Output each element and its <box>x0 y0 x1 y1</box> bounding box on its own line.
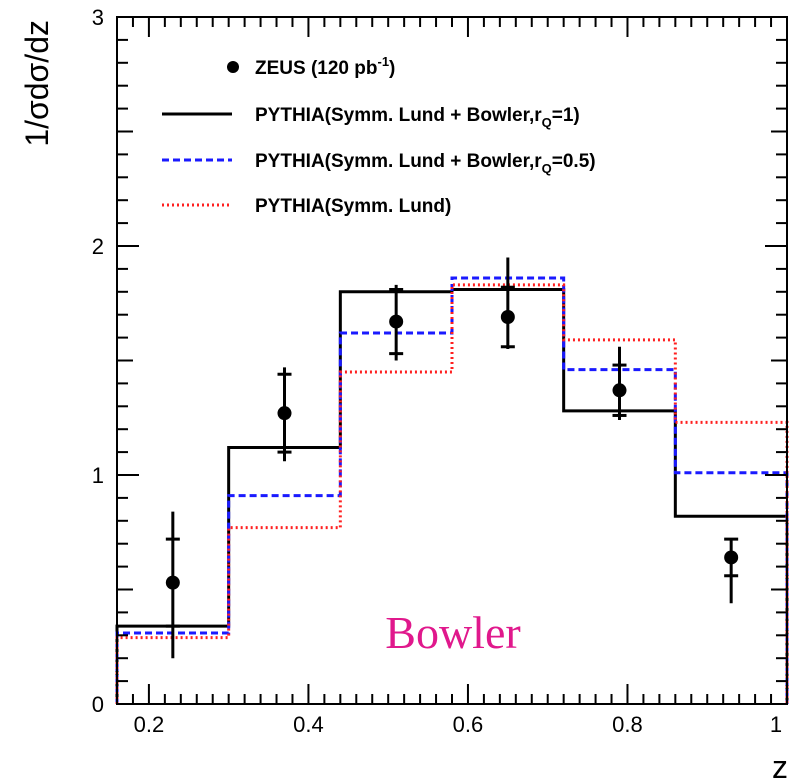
legend: ZEUS (120 pb-1) PYTHIA(Symm. Lund + Bowle… <box>162 54 596 217</box>
x-tick-label: 0.4 <box>293 712 324 737</box>
legend-label: PYTHIA(Symm. Lund + Bowler,rQ=1) <box>255 105 580 130</box>
y-axis-label: 1/σdσ/dz <box>19 20 55 147</box>
y-tick-label: 1 <box>92 463 104 488</box>
data-point <box>277 406 292 421</box>
y-tick-label: 2 <box>92 234 104 259</box>
legend-label: PYTHIA(Symm. Lund + Bowler,rQ=0.5) <box>255 151 596 176</box>
step-series-2 <box>115 276 789 704</box>
data-point <box>724 550 739 565</box>
step-series-3 <box>115 283 789 704</box>
x-tick-label: 0.6 <box>453 712 484 737</box>
legend-marker <box>227 61 239 73</box>
legend-label: ZEUS (120 pb-1) <box>255 54 395 79</box>
data-points <box>165 257 739 659</box>
tick-labels: 0.2 0.4 0.6 0.8 1 0 1 2 3 <box>92 5 782 737</box>
x-tick-label: 1 <box>770 712 782 737</box>
x-tick-label: 0.8 <box>612 712 643 737</box>
x-tick-label: 0.2 <box>134 712 165 737</box>
bowler-annotation: Bowler <box>385 607 520 658</box>
data-point <box>165 575 180 590</box>
data-point <box>500 309 515 324</box>
data-point <box>612 383 627 398</box>
y-tick-label: 3 <box>92 5 104 30</box>
axis-ticks <box>116 16 788 705</box>
legend-label: PYTHIA(Symm. Lund) <box>255 196 451 217</box>
data-point <box>389 314 404 329</box>
x-axis-label: z <box>772 749 788 782</box>
y-tick-label: 0 <box>92 692 104 717</box>
histogram-steps <box>115 276 789 704</box>
